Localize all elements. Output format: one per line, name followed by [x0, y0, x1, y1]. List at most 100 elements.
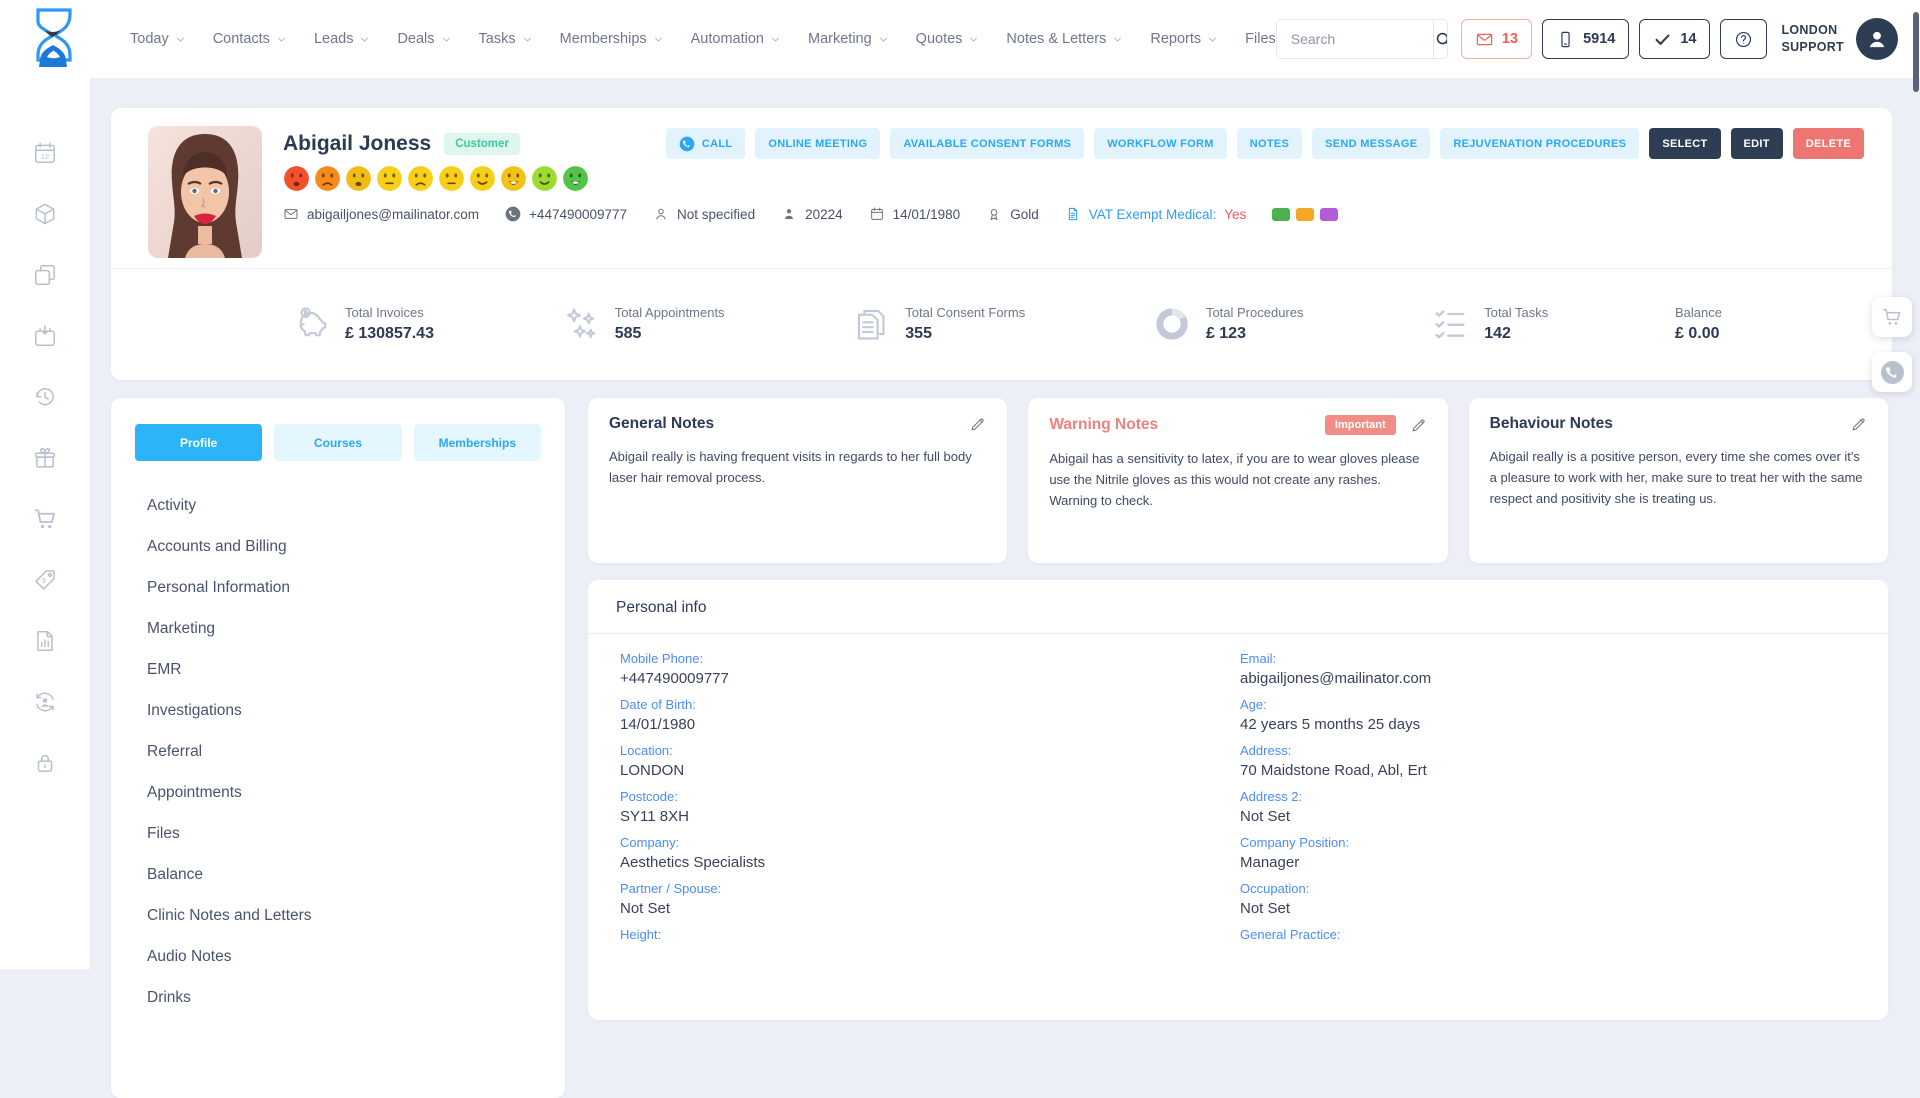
tab-memberships[interactable]: Memberships [414, 424, 541, 461]
quick-call-button[interactable] [1872, 352, 1912, 392]
mood-4-face[interactable] [376, 165, 403, 192]
badge-count: 5914 [1583, 31, 1615, 47]
tag-color-square [1296, 208, 1314, 221]
menu-item-referral[interactable]: Referral [135, 731, 541, 772]
mood-1-face[interactable] [283, 165, 310, 192]
nav-leads[interactable]: Leads [314, 31, 371, 47]
edit-note-icon[interactable] [969, 416, 986, 433]
account-sync-icon[interactable] [32, 689, 58, 715]
contact-email[interactable]: abigailjones@mailinator.com [283, 206, 479, 222]
quick-cart-button[interactable] [1872, 297, 1912, 337]
nav-quotes[interactable]: Quotes [916, 31, 980, 47]
field-address: Address:70 Maidstone Road, Abl, Ert [1240, 743, 1860, 780]
history-icon[interactable] [32, 384, 58, 410]
badge-check[interactable]: 14 [1639, 19, 1710, 59]
menu-item-files[interactable]: Files [135, 813, 541, 854]
nav-tasks[interactable]: Tasks [479, 31, 533, 47]
field-label: Occupation: [1240, 881, 1860, 896]
mood-5-face[interactable] [407, 165, 434, 192]
send-message-button[interactable]: SEND MESSAGE [1312, 128, 1430, 159]
lock-icon[interactable] [32, 750, 58, 776]
badge-help[interactable] [1720, 19, 1767, 59]
nav-reports[interactable]: Reports [1150, 31, 1218, 47]
nav-label: Reports [1150, 31, 1201, 47]
menu-item-appointments[interactable]: Appointments [135, 772, 541, 813]
personal-info-title: Personal info [588, 580, 1888, 634]
field-label: Age: [1240, 697, 1860, 712]
menu-item-investigations[interactable]: Investigations [135, 690, 541, 731]
call-icon [679, 136, 695, 152]
stat-value: 585 [615, 325, 725, 343]
mood-2-face[interactable] [314, 165, 341, 192]
tab-courses[interactable]: Courses [274, 424, 401, 461]
rejuvenation-procedures-button[interactable]: REJUVENATION PROCEDURES [1440, 128, 1639, 159]
menu-item-accounts-and-billing[interactable]: Accounts and Billing [135, 526, 541, 567]
call-button[interactable]: CALL [666, 128, 746, 159]
copy-icon[interactable] [32, 262, 58, 288]
mood-8-face[interactable] [500, 165, 527, 192]
gift-icon[interactable] [32, 445, 58, 471]
badge-envelope[interactable]: 13 [1461, 19, 1532, 59]
calendar-import-icon[interactable] [32, 323, 58, 349]
field-email: Email:abigailjones@mailinator.com [1240, 651, 1860, 688]
mood-6-face[interactable] [438, 165, 465, 192]
menu-item-activity[interactable]: Activity [135, 485, 541, 526]
available-consent-forms-button[interactable]: AVAILABLE CONSENT FORMS [890, 128, 1084, 159]
stat-label: Total Tasks [1484, 305, 1548, 320]
calendar-12-icon[interactable]: 12 [32, 140, 58, 166]
nav-label: Notes & Letters [1006, 31, 1106, 47]
svg-text:$: $ [42, 578, 46, 585]
nav-notes-letters[interactable]: Notes & Letters [1006, 31, 1123, 47]
contact-gold: Gold [986, 206, 1039, 222]
notes-button[interactable]: NOTES [1237, 128, 1302, 159]
tab-profile[interactable]: Profile [135, 424, 262, 461]
app-logo-icon[interactable] [30, 8, 78, 70]
mood-3-face[interactable] [345, 165, 372, 192]
select-button[interactable]: SELECT [1649, 128, 1720, 159]
nav-label: Contacts [213, 31, 270, 47]
edit-button[interactable]: EDIT [1731, 128, 1783, 159]
nav-files[interactable]: Files [1245, 31, 1276, 47]
nav-contacts[interactable]: Contacts [213, 31, 287, 47]
menu-item-clinic-notes-and-letters[interactable]: Clinic Notes and Letters [135, 895, 541, 936]
envelope-icon [1475, 30, 1494, 49]
button-label: SELECT [1662, 138, 1707, 150]
floating-buttons [1872, 297, 1912, 392]
price-tag-icon[interactable]: $ [32, 567, 58, 593]
report-chart-icon[interactable] [32, 628, 58, 654]
user-avatar[interactable] [1856, 18, 1898, 60]
menu-item-balance[interactable]: Balance [135, 854, 541, 895]
menu-item-emr[interactable]: EMR [135, 649, 541, 690]
mood-9-face[interactable] [531, 165, 558, 192]
cube-icon[interactable] [32, 201, 58, 227]
edit-note-icon[interactable] [1850, 416, 1867, 433]
chevron-down-icon [1207, 34, 1218, 45]
button-label: WORKFLOW FORM [1107, 138, 1214, 150]
menu-item-personal-information[interactable]: Personal Information [135, 567, 541, 608]
nav-automation[interactable]: Automation [691, 31, 781, 47]
contact-phone[interactable]: +447490009777 [505, 206, 627, 222]
cart-icon[interactable] [32, 506, 58, 532]
delete-button[interactable]: DELETE [1793, 128, 1864, 159]
online-meeting-button[interactable]: ONLINE MEETING [755, 128, 880, 159]
menu-item-marketing[interactable]: Marketing [135, 608, 541, 649]
menu-item-audio-notes[interactable]: Audio Notes [135, 936, 541, 977]
nav-memberships[interactable]: Memberships [560, 31, 664, 47]
nav-marketing[interactable]: Marketing [808, 31, 889, 47]
scrollbar-thumb[interactable] [1913, 12, 1919, 92]
main-content: Abigail Joness Customer abigailjones@mai… [90, 78, 1920, 969]
menu-item-drinks[interactable]: Drinks [135, 977, 541, 1018]
nav-today[interactable]: Today [130, 31, 186, 47]
badge-mobile[interactable]: 5914 [1542, 19, 1629, 59]
mood-7-face[interactable] [469, 165, 496, 192]
mood-10-face[interactable] [562, 165, 589, 192]
stat-balance: Balance£ 0.00 [1675, 305, 1722, 343]
chevron-down-icon [175, 34, 186, 45]
nav-deals[interactable]: Deals [397, 31, 451, 47]
search-button[interactable] [1433, 20, 1448, 58]
workflow-form-button[interactable]: WORKFLOW FORM [1094, 128, 1227, 159]
search-input[interactable] [1277, 20, 1433, 58]
edit-note-icon[interactable] [1410, 417, 1427, 434]
